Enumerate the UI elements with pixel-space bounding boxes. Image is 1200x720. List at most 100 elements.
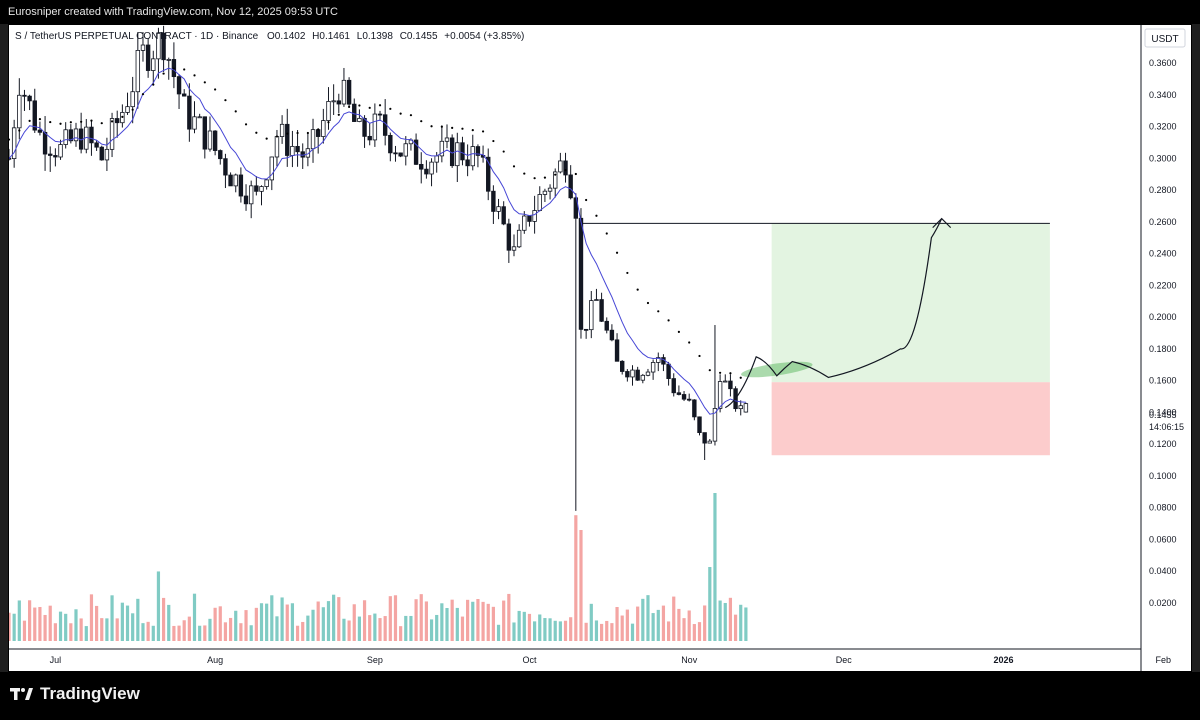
volume-bar [151, 625, 155, 641]
volume-bar [203, 625, 207, 641]
currency-box[interactable] [1144, 28, 1186, 48]
ma-dot [337, 113, 340, 116]
volume-bar [218, 606, 222, 641]
candle [393, 145, 398, 162]
candle [331, 84, 336, 115]
volume-bar [136, 598, 140, 641]
ma-dot [234, 110, 237, 113]
ma-dot [378, 104, 382, 107]
volume-bar [28, 600, 32, 641]
candle [212, 130, 218, 156]
candlestick-chart[interactable]: S / TetherUS PERPETUAL CONTRACT · 1D · B… [6, 25, 1191, 671]
candle [341, 67, 347, 107]
price-tick-label: 0.3200 [1149, 122, 1177, 132]
candle [465, 144, 470, 177]
ma-dot [244, 123, 248, 126]
volume-bar [646, 595, 650, 641]
ma-dot [203, 81, 206, 84]
candle [486, 148, 491, 201]
volume-bar [259, 603, 264, 641]
candle [161, 25, 166, 72]
price-tick-label: 0.1000 [1149, 471, 1177, 481]
ma-dot [440, 125, 443, 128]
ma-dot [90, 119, 93, 122]
candle [11, 119, 17, 168]
volume-bar [275, 616, 279, 641]
volume-bar [527, 613, 532, 641]
candle [84, 118, 89, 154]
ma-dot [38, 117, 42, 121]
volume-bar [445, 608, 449, 641]
volume-bar [58, 611, 63, 641]
volume-bar [666, 621, 671, 641]
volume-bar [615, 607, 619, 641]
volume-bar [533, 621, 537, 641]
candle [115, 110, 120, 138]
candle [202, 116, 208, 159]
volume-bar [352, 604, 356, 641]
candle [413, 133, 419, 165]
candle [367, 123, 372, 146]
candle [604, 317, 609, 334]
candle [73, 122, 79, 147]
candle [68, 124, 74, 144]
candle [228, 172, 233, 187]
stop-zone[interactable] [771, 382, 1050, 456]
candle [455, 132, 460, 183]
target-zone[interactable] [771, 223, 1050, 383]
volume-bar [69, 623, 73, 641]
volume-bar [316, 601, 320, 641]
projected-path[interactable] [724, 218, 943, 409]
chart-caption: Eurosniper created with TradingView.com,… [8, 6, 338, 18]
ma-dot [409, 114, 413, 117]
candle [542, 188, 548, 203]
candle [728, 374, 733, 397]
candle [362, 115, 367, 148]
candle [707, 438, 713, 444]
volume-bar [697, 622, 702, 641]
tradingview-logo[interactable]: TradingView [10, 684, 140, 704]
candle [78, 112, 84, 154]
ma-dot [564, 169, 567, 172]
candle [429, 158, 434, 187]
ma-dot [677, 330, 680, 334]
ma-dot [214, 88, 217, 91]
price-axis[interactable]: USDT 0.1455 14:06:15 0.3600 0.3400 0.3200 0… [1144, 28, 1186, 608]
volume-bar [496, 624, 501, 641]
volume-bar [692, 624, 696, 641]
candle [609, 324, 615, 342]
ma-dot [255, 131, 258, 134]
volume-bar [419, 594, 423, 641]
time-axis[interactable]: Jul Aug Sep Oct Nov Dec 2026 Feb [50, 655, 1171, 665]
ma-dot [585, 198, 588, 202]
candle [697, 416, 702, 436]
volume-bar [507, 593, 511, 641]
candle [254, 176, 259, 196]
ma-dot [533, 177, 536, 180]
ma-dot [59, 122, 62, 125]
candle [491, 185, 496, 224]
volume-bar [579, 530, 583, 641]
highlight-zone[interactable] [740, 359, 813, 381]
price-tick-label: 0.1400 [1149, 407, 1177, 417]
candle [295, 130, 300, 167]
candle [640, 373, 646, 384]
candle [589, 291, 594, 339]
candle [218, 149, 223, 165]
ma-dot [420, 120, 423, 123]
ma-dot [317, 128, 320, 131]
candle [419, 152, 424, 184]
ma-dot [595, 214, 598, 217]
ma-dot [306, 131, 309, 135]
candle [135, 32, 141, 109]
volume-bar [306, 615, 310, 641]
volume-bar [569, 617, 573, 641]
ma-dot [193, 74, 196, 77]
candle [573, 193, 579, 511]
ma-dot [162, 72, 165, 75]
ma-dot [296, 131, 299, 135]
chart-frame[interactable]: S / TetherUS PERPETUAL CONTRACT · 1D · B… [6, 24, 1192, 672]
volume-bar [115, 618, 119, 641]
volume-bar [265, 603, 269, 641]
candle [109, 112, 115, 158]
